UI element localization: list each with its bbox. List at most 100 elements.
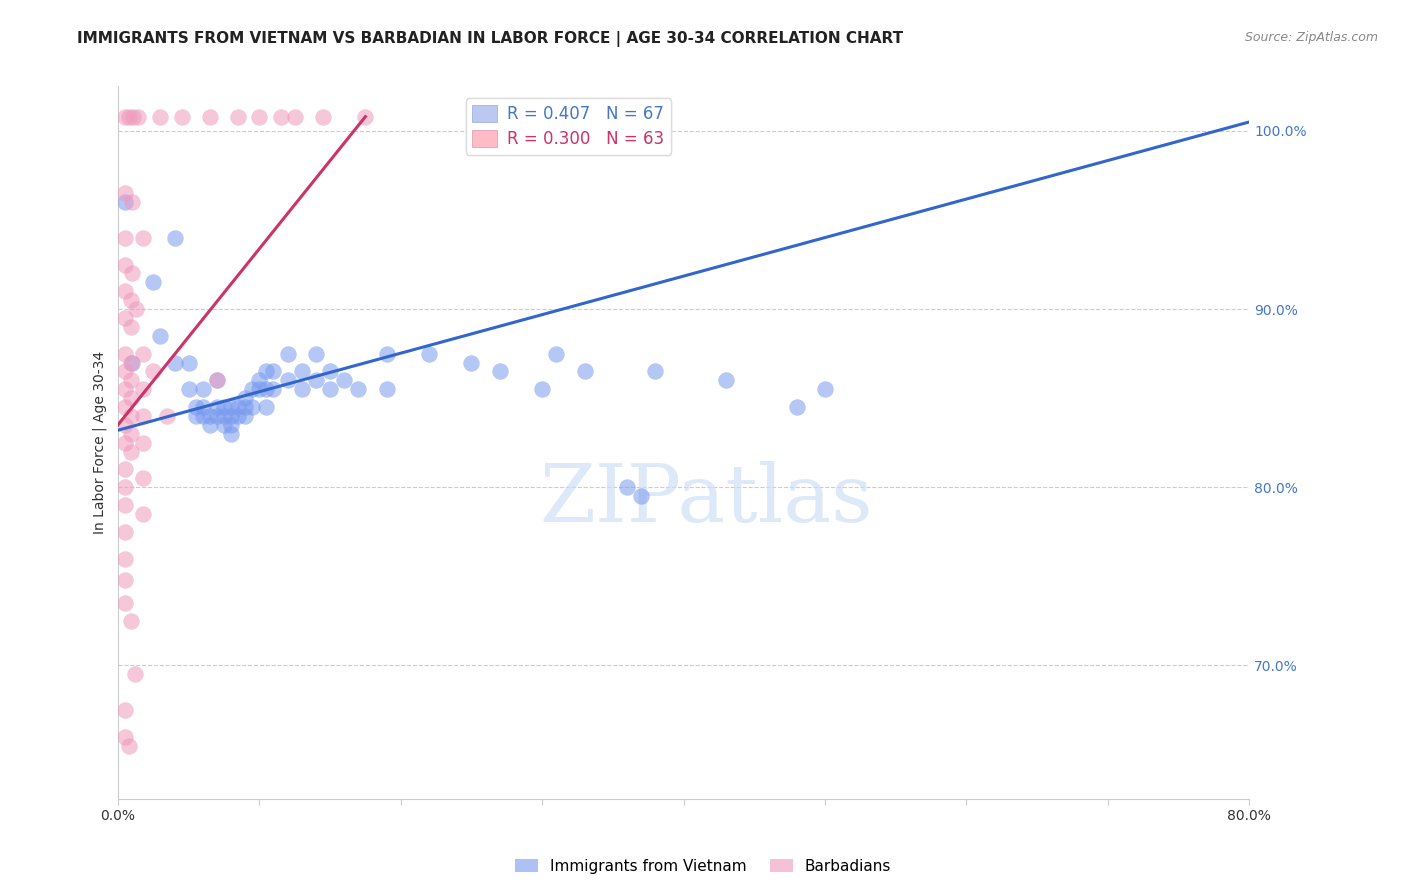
Point: [212, 400, 235, 414]
Point: [163, 231, 186, 245]
Point: [125, 302, 148, 317]
Point: [114, 480, 136, 494]
Point: [114, 703, 136, 717]
Point: [121, 195, 143, 210]
Point: [291, 382, 314, 396]
Point: [114, 364, 136, 378]
Point: [132, 435, 155, 450]
Point: [814, 382, 837, 396]
Legend: Immigrants from Vietnam, Barbadians: Immigrants from Vietnam, Barbadians: [509, 853, 897, 880]
Point: [460, 355, 482, 369]
Point: [132, 409, 155, 423]
Point: [122, 110, 145, 124]
Point: [546, 346, 568, 360]
Point: [270, 110, 292, 124]
Point: [132, 346, 155, 360]
Point: [205, 373, 228, 387]
Point: [354, 110, 377, 124]
Point: [319, 364, 342, 378]
Point: [120, 355, 142, 369]
Point: [156, 409, 179, 423]
Point: [114, 231, 136, 245]
Point: [170, 110, 193, 124]
Point: [291, 364, 314, 378]
Point: [333, 373, 356, 387]
Point: [226, 400, 249, 414]
Point: [121, 267, 143, 281]
Point: [191, 382, 214, 396]
Point: [132, 382, 155, 396]
Point: [120, 373, 142, 387]
Point: [240, 382, 263, 396]
Point: [118, 110, 141, 124]
Point: [219, 400, 242, 414]
Point: [786, 400, 808, 414]
Point: [644, 364, 666, 378]
Point: [114, 285, 136, 299]
Point: [531, 382, 554, 396]
Point: [120, 444, 142, 458]
Point: [205, 409, 228, 423]
Point: [254, 400, 277, 414]
Point: [240, 400, 263, 414]
Point: [233, 391, 256, 405]
Point: [127, 110, 149, 124]
Point: [120, 614, 142, 628]
Point: [205, 373, 228, 387]
Point: [574, 364, 596, 378]
Point: [114, 498, 136, 512]
Point: [114, 195, 136, 210]
Point: [226, 409, 249, 423]
Point: [114, 730, 136, 744]
Point: [114, 310, 136, 325]
Y-axis label: In Labor Force | Age 30-34: In Labor Force | Age 30-34: [93, 351, 107, 534]
Point: [263, 364, 285, 378]
Point: [114, 400, 136, 414]
Point: [714, 373, 737, 387]
Point: [233, 400, 256, 414]
Point: [488, 364, 510, 378]
Point: [305, 373, 328, 387]
Point: [114, 596, 136, 610]
Point: [114, 462, 136, 476]
Point: [219, 426, 242, 441]
Point: [118, 739, 141, 753]
Point: [120, 319, 142, 334]
Text: ZIPatlas: ZIPatlas: [540, 461, 873, 539]
Point: [219, 409, 242, 423]
Point: [375, 346, 398, 360]
Point: [114, 417, 136, 432]
Point: [233, 409, 256, 423]
Point: [254, 364, 277, 378]
Point: [142, 276, 165, 290]
Point: [114, 551, 136, 566]
Point: [132, 231, 155, 245]
Point: [347, 382, 370, 396]
Point: [149, 110, 172, 124]
Point: [120, 409, 142, 423]
Point: [114, 382, 136, 396]
Text: Source: ZipAtlas.com: Source: ZipAtlas.com: [1244, 31, 1378, 45]
Point: [114, 435, 136, 450]
Point: [198, 110, 221, 124]
Point: [114, 258, 136, 272]
Point: [191, 409, 214, 423]
Point: [247, 382, 270, 396]
Point: [198, 417, 221, 432]
Point: [219, 417, 242, 432]
Point: [630, 489, 652, 503]
Point: [212, 417, 235, 432]
Point: [121, 355, 143, 369]
Point: [191, 400, 214, 414]
Point: [205, 400, 228, 414]
Point: [177, 382, 200, 396]
Point: [319, 382, 342, 396]
Point: [277, 346, 299, 360]
Point: [114, 346, 136, 360]
Point: [177, 355, 200, 369]
Point: [247, 110, 270, 124]
Point: [184, 400, 207, 414]
Point: [305, 346, 328, 360]
Point: [263, 382, 285, 396]
Point: [114, 110, 136, 124]
